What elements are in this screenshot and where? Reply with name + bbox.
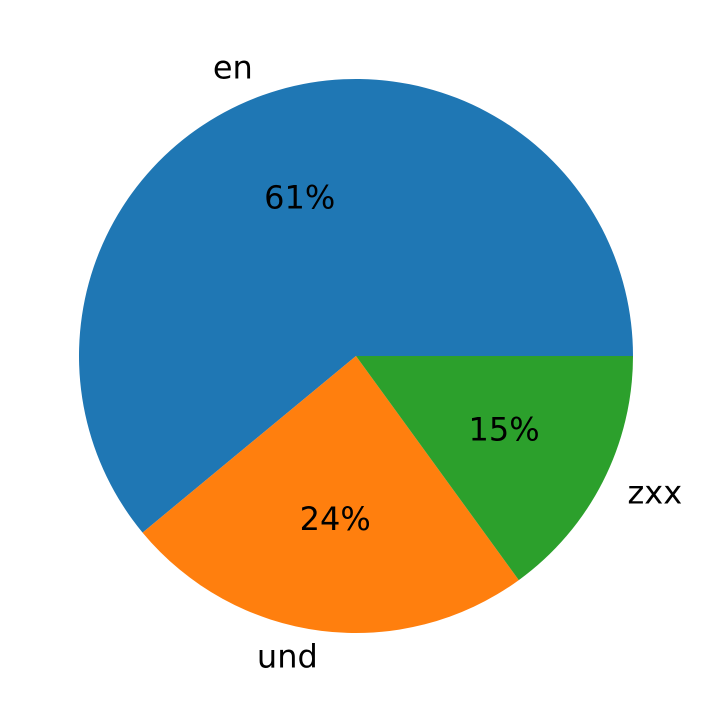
pie-slices [78,78,634,633]
pie-labels: en 61% und 24% zxx 15% [213,48,682,675]
slice-label-zxx: zxx [627,473,682,511]
pie-slice-zxx [356,356,633,581]
slice-percent-und: 24% [300,500,371,538]
slice-percent-zxx: 15% [469,410,540,448]
pie-slice-und [142,356,519,633]
slice-label-en: en [213,48,253,86]
slice-percent-en: 61% [264,179,335,217]
slice-label-und: und [257,637,318,675]
pie-slice-en [78,78,634,533]
